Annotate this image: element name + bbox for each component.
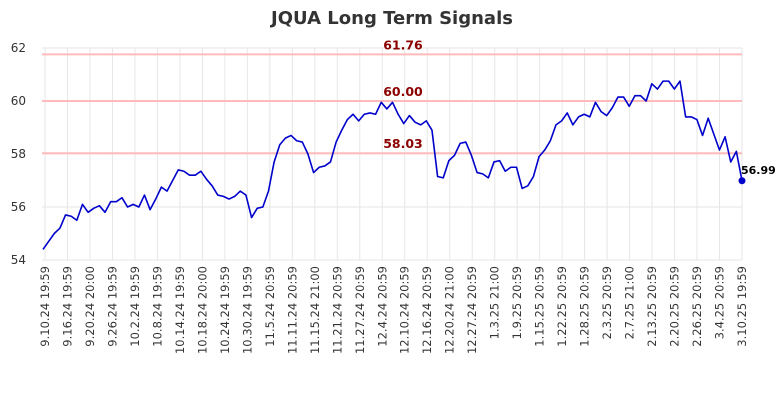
x-tick-label: 10.24.24 19:59 <box>218 266 232 354</box>
x-tick-label: 9.20.24 20:00 <box>83 266 97 347</box>
chart-title: JQUA Long Term Signals <box>271 8 513 29</box>
x-tick-label: 2.3.25 20:59 <box>600 266 614 339</box>
x-tick-label: 10.14.24 19:59 <box>173 266 187 354</box>
y-tick-label: 62 <box>11 41 26 55</box>
x-tick-label: 9.26.24 19:59 <box>105 266 119 347</box>
x-tick-label: 1.9.25 20:59 <box>510 266 524 339</box>
x-tick-label: 9.10.24 19:59 <box>38 266 52 347</box>
x-tick-label: 1.3.25 21:00 <box>488 266 502 339</box>
x-tick-label: 10.18.24 20:00 <box>195 266 209 354</box>
y-tick-label: 54 <box>11 253 26 267</box>
x-tick-label: 10.30.24 19:59 <box>240 266 254 354</box>
level-label: 60.00 <box>383 84 423 99</box>
x-tick-label: 11.15.24 21:00 <box>308 266 322 354</box>
x-tick-label: 10.8.24 19:59 <box>150 266 164 347</box>
last-point-label: 56.99 <box>741 164 776 177</box>
level-label: 61.76 <box>383 37 423 52</box>
x-tick-label: 9.16.24 19:59 <box>60 266 74 347</box>
x-tick-label: 11.5.24 20:59 <box>263 266 277 347</box>
x-tick-label: 1.15.25 20:59 <box>533 266 547 347</box>
y-tick-label: 56 <box>11 200 26 214</box>
x-tick-label: 11.21.24 20:59 <box>330 266 344 354</box>
x-tick-label: 12.4.24 20:59 <box>375 266 389 347</box>
x-tick-label: 12.16.24 20:59 <box>420 266 434 354</box>
x-tick-label: 2.13.25 20:59 <box>645 266 659 347</box>
y-tick-label: 58 <box>11 147 26 161</box>
last-point-marker <box>738 177 746 185</box>
x-tick-label: 12.10.24 20:59 <box>398 266 412 354</box>
x-tick-label: 12.20.24 21:00 <box>443 266 457 354</box>
x-tick-label: 2.7.25 21:00 <box>623 266 637 339</box>
x-tick-label: 10.2.24 19:59 <box>128 266 142 347</box>
x-tick-label: 1.22.25 20:59 <box>555 266 569 347</box>
x-tick-label: 11.27.24 20:59 <box>353 266 367 354</box>
x-tick-label: 3.4.25 20:59 <box>713 266 727 339</box>
level-label: 58.03 <box>383 136 423 151</box>
x-tick-label: 11.11.24 20:59 <box>285 266 299 354</box>
y-tick-label: 60 <box>11 94 26 108</box>
x-tick-label: 3.10.25 19:59 <box>735 266 749 347</box>
x-tick-label: 12.27.24 20:59 <box>465 266 479 354</box>
x-tick-label: 2.20.25 20:59 <box>668 266 682 347</box>
price-line <box>42 80 743 250</box>
x-tick-label: 2.26.25 20:59 <box>690 266 704 347</box>
x-tick-label: 1.28.25 20:59 <box>578 266 592 347</box>
